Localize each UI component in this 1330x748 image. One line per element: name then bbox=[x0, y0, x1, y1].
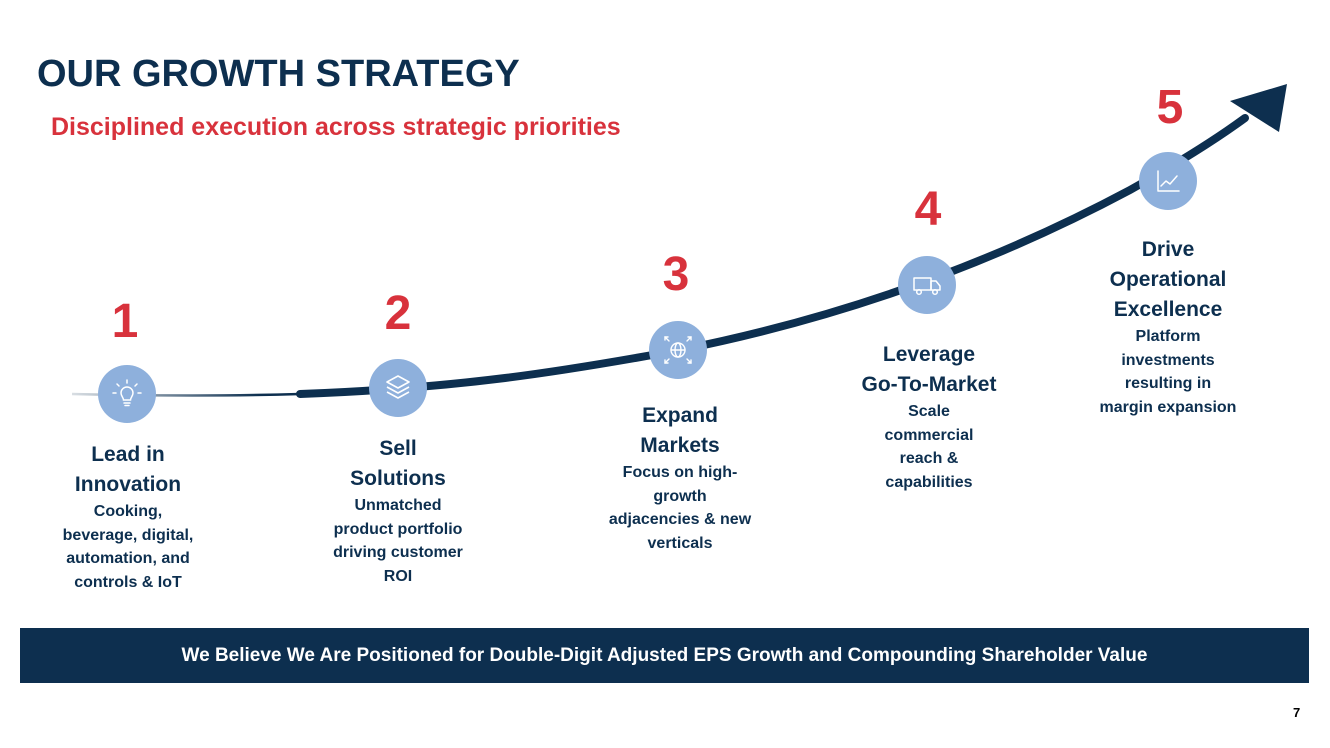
step-4-desc-line-2: commercial bbox=[884, 426, 974, 444]
step-3-desc-line-4: verticals bbox=[647, 534, 713, 552]
step-icon-circle-3 bbox=[649, 321, 707, 379]
step-5-desc-line-2: investments bbox=[1121, 351, 1215, 369]
page-number: 7 bbox=[1293, 705, 1301, 720]
page-subtitle: Disciplined execution across strategic p… bbox=[51, 113, 621, 141]
step-4-desc-line-1: Scale bbox=[908, 403, 950, 420]
step-icon-circle-1 bbox=[98, 365, 156, 423]
step-2-desc-line-2: product portfolio bbox=[333, 520, 463, 538]
step-5-desc-line-3: resulting in bbox=[1124, 375, 1212, 392]
step-5-title-line-1: Drive bbox=[1141, 238, 1195, 261]
step-1-desc-line-3: automation, and bbox=[66, 550, 190, 567]
step-icon-circle-2 bbox=[369, 359, 427, 417]
banner-text: We Believe We Are Positioned for Double-… bbox=[181, 644, 1148, 666]
step-1-title-line-2: Innovation bbox=[74, 473, 182, 496]
layers-icon bbox=[386, 375, 410, 399]
step-4-desc-line-3: reach & bbox=[899, 450, 959, 467]
step-1-desc-line-2: beverage, digital, bbox=[62, 526, 194, 544]
truck-icon bbox=[913, 277, 941, 296]
step-number-5: 5 bbox=[1156, 81, 1184, 134]
step-text-1: Lead in Innovation Cooking, beverage, di… bbox=[33, 440, 223, 594]
step-3-title-line-2: Markets bbox=[640, 434, 720, 457]
step-1-title-line-1: Lead in bbox=[91, 443, 165, 466]
step-2-title-line-2: Solutions bbox=[350, 467, 446, 490]
step-1-desc-line-1: Cooking, bbox=[93, 503, 163, 520]
step-icon-circle-4 bbox=[898, 256, 956, 314]
step-2-desc-line-1: Unmatched bbox=[354, 497, 442, 514]
step-1-desc-line-4: controls & IoT bbox=[74, 573, 182, 591]
line-chart-icon bbox=[1157, 170, 1180, 192]
step-5-desc-line-1: Platform bbox=[1135, 328, 1201, 345]
step-number-1: 1 bbox=[111, 295, 139, 348]
lightbulb-icon bbox=[112, 379, 142, 407]
step-number-4: 4 bbox=[914, 183, 942, 236]
arrow-head bbox=[1230, 84, 1287, 132]
step-5-title-line-3: Excellence bbox=[1113, 298, 1223, 321]
step-5-desc-line-4: margin expansion bbox=[1099, 398, 1237, 416]
step-text-3: Expand Markets Focus on high- growth adj… bbox=[585, 401, 775, 555]
step-icon-circle-5 bbox=[1139, 152, 1197, 210]
step-5-title-line-2: Operational bbox=[1109, 268, 1227, 291]
step-2-desc-line-3: driving customer bbox=[333, 544, 463, 561]
step-number-2: 2 bbox=[384, 287, 412, 340]
step-text-5: Drive Operational Excellence Platform in… bbox=[1073, 235, 1263, 419]
step-2-title-line-1: Sell bbox=[379, 437, 417, 460]
step-2-desc-line-4: ROI bbox=[383, 567, 413, 585]
step-4-desc-line-4: capabilities bbox=[885, 473, 973, 491]
step-3-desc-line-3: adjacencies & new bbox=[608, 511, 752, 528]
step-number-3: 3 bbox=[662, 248, 690, 301]
step-4-title-line-2: Go-To-Market bbox=[861, 373, 997, 396]
step-3-title-line-1: Expand bbox=[642, 404, 718, 427]
page-title: OUR GROWTH STRATEGY bbox=[37, 53, 520, 95]
step-3-desc-line-2: growth bbox=[653, 487, 707, 505]
step-3-desc-line-1: Focus on high- bbox=[622, 464, 738, 481]
step-text-2: Sell Solutions Unmatched product portfol… bbox=[303, 434, 493, 588]
step-text-4: Leverage Go-To-Market Scale commercial r… bbox=[834, 340, 1024, 494]
bottom-banner: We Believe We Are Positioned for Double-… bbox=[20, 628, 1309, 683]
step-4-title-line-1: Leverage bbox=[882, 343, 976, 366]
globe-expand-icon bbox=[664, 336, 692, 364]
